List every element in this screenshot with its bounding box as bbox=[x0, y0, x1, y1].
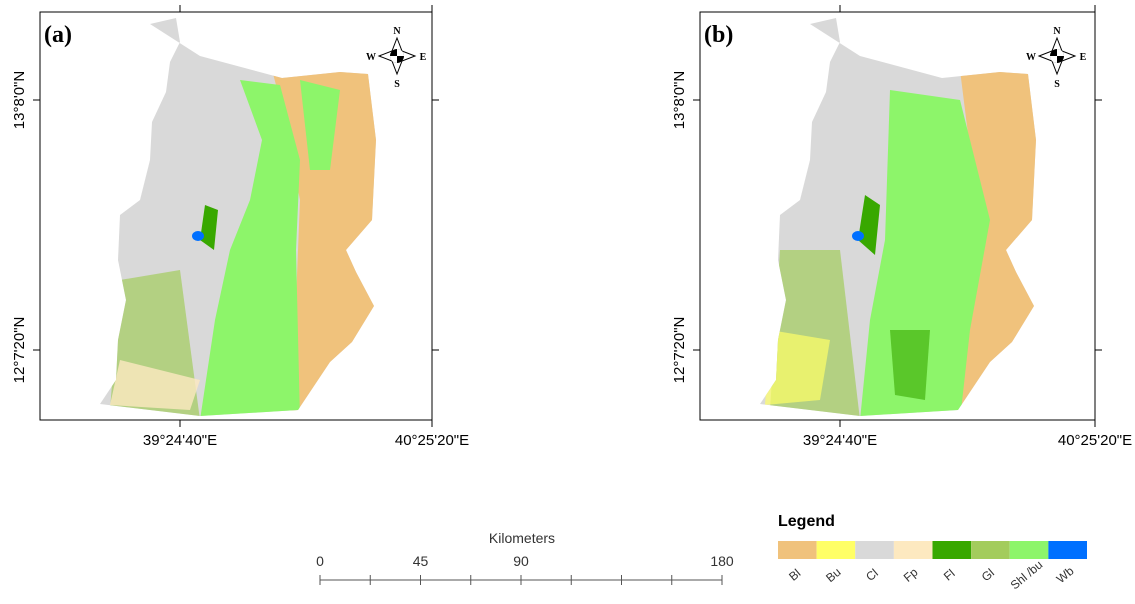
legend-swatch bbox=[1048, 541, 1087, 559]
compass-s: S bbox=[1054, 79, 1060, 90]
x-coordinate-label: 39°24'40"E bbox=[143, 432, 217, 449]
legend-title: Legend bbox=[778, 513, 835, 530]
compass-n: N bbox=[1053, 26, 1061, 37]
panel-label: (b) bbox=[704, 22, 733, 48]
y-coordinate-label: 13°8'0"N bbox=[671, 71, 688, 129]
compass-quarter bbox=[1050, 49, 1064, 63]
land-cover-map bbox=[90, 10, 390, 430]
scale-tick-label: 90 bbox=[513, 553, 529, 569]
legend-swatch bbox=[855, 541, 894, 559]
legend-label: Gl bbox=[979, 566, 997, 584]
legend-label: Bu bbox=[823, 565, 843, 585]
panel-label: (a) bbox=[44, 22, 72, 48]
compass-e: E bbox=[420, 52, 427, 63]
compass-quarter bbox=[390, 49, 404, 63]
map-panel: (b) 39°24'40"E 40°25'20"E 13°8'0"N 12°7'20"N… bbox=[671, 5, 1132, 449]
legend: Legend Bl Bu Cl Fp Fl Gl Shl /bu Wb bbox=[778, 513, 1087, 592]
scale-bar: Kilometers 0 45 90 180 bbox=[316, 530, 734, 585]
north-arrow: N S E W bbox=[1026, 26, 1087, 90]
scale-tick-label: 0 bbox=[316, 553, 324, 569]
map-frame bbox=[39, 11, 433, 421]
map-frame bbox=[699, 11, 1096, 421]
land-cover-map bbox=[750, 10, 1050, 430]
compass-s: S bbox=[394, 79, 400, 90]
scale-title: Kilometers bbox=[489, 530, 555, 546]
compass-e: E bbox=[1080, 52, 1087, 63]
y-coordinate-label: 13°8'0"N bbox=[11, 71, 28, 129]
scale-tick-label: 45 bbox=[413, 553, 429, 569]
y-coordinate-label: 12°7'20"N bbox=[671, 317, 688, 384]
legend-label: Fp bbox=[901, 565, 921, 585]
legend-label: Wb bbox=[1054, 564, 1077, 587]
compass-n: N bbox=[393, 26, 401, 37]
x-coordinate-label: 40°25'20"E bbox=[395, 432, 469, 449]
map-panel: (a) 39°24'40"E 40°25'20"E 13°8'0"N 12°7'20"N… bbox=[11, 5, 469, 449]
scale-tick-label: 180 bbox=[710, 553, 734, 569]
legend-swatch bbox=[971, 541, 1010, 559]
legend-swatch bbox=[778, 541, 817, 559]
north-arrow: N S E W bbox=[366, 26, 427, 90]
legend-swatch bbox=[1009, 541, 1049, 559]
y-coordinate-label: 12°7'20"N bbox=[11, 317, 28, 384]
compass-w: W bbox=[1026, 52, 1036, 63]
legend-label: Fl bbox=[941, 566, 958, 583]
compass-w: W bbox=[366, 52, 376, 63]
legend-swatch bbox=[893, 541, 933, 559]
legend-label: Bl bbox=[786, 566, 803, 584]
legend-swatch bbox=[932, 541, 972, 559]
x-coordinate-label: 40°25'20"E bbox=[1058, 432, 1132, 449]
x-coordinate-label: 39°24'40"E bbox=[803, 432, 877, 449]
legend-label: Cl bbox=[863, 566, 881, 584]
legend-swatch bbox=[816, 541, 856, 559]
legend-label: Shl /bu bbox=[1008, 558, 1046, 593]
